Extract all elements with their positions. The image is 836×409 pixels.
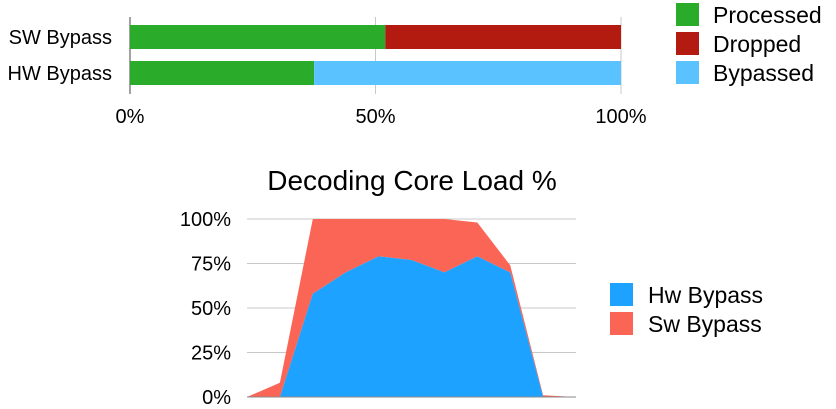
legend-label-hw-bypass: Hw Bypass (648, 282, 763, 308)
area-y-tick-label: 50% (191, 298, 231, 320)
legend-swatch-bypassed (676, 61, 699, 84)
stacked-bar-chart: SW Bypass HW Bypass 0% 50% 100% Processed Dr… (8, 2, 822, 128)
area-y-tick-label: 25% (191, 343, 231, 365)
legend-label-dropped: Dropped (713, 31, 801, 57)
bar-x-tick-label: 0% (116, 106, 145, 128)
legend-label-processed: Processed (713, 2, 822, 28)
legend-label-bypassed: Bypassed (713, 60, 814, 86)
bar-x-tick-label: 100% (595, 106, 646, 128)
bar-hw-bypass-processed (130, 61, 315, 85)
legend-label-sw-bypass: Sw Bypass (648, 311, 762, 337)
area-y-tick-label: 100% (180, 209, 231, 231)
area-chart-areas (247, 219, 576, 398)
bar-sw-bypass-processed (130, 25, 386, 49)
bar-chart-bars (130, 25, 621, 85)
area-sw-bypass (247, 219, 576, 397)
bar-chart-x-ticks: 0% 50% 100% (116, 106, 647, 128)
area-y-tick-label: 75% (191, 254, 231, 276)
area-hw-bypass (247, 256, 576, 397)
bar-category-label: SW Bypass (9, 27, 112, 49)
area-chart-legend: Hw Bypass Sw Bypass (610, 282, 763, 337)
legend-swatch-dropped (676, 32, 699, 55)
area-chart-title: Decoding Core Load % (267, 165, 557, 196)
stacked-area-chart: Decoding Core Load % 100% 75% 50% 25% 0% Hw … (180, 165, 763, 409)
bar-sw-bypass-dropped (385, 25, 621, 49)
area-chart-y-ticks: 100% 75% 50% 25% 0% (180, 209, 231, 409)
bar-chart-category-labels: SW Bypass HW Bypass (8, 27, 112, 85)
legend-swatch-hw-bypass (610, 283, 633, 306)
bar-category-label: HW Bypass (8, 63, 112, 85)
bar-chart-legend: Processed Dropped Bypassed (676, 2, 822, 86)
bar-hw-bypass-bypassed (314, 61, 621, 85)
legend-swatch-processed (676, 3, 699, 26)
bar-x-tick-label: 50% (355, 106, 395, 128)
area-y-tick-label: 0% (202, 387, 231, 409)
legend-swatch-sw-bypass (610, 312, 633, 335)
